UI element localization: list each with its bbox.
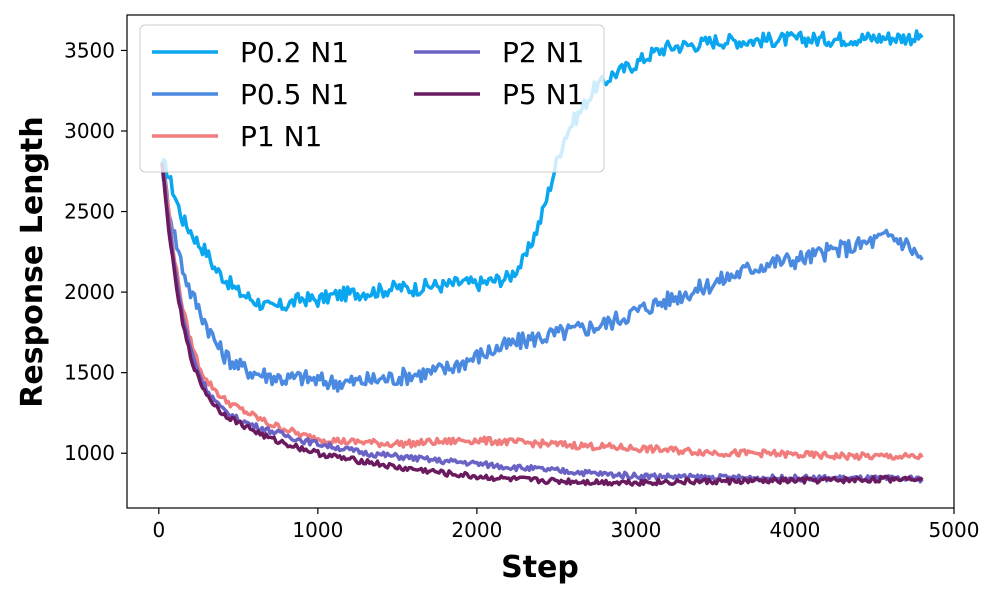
series-line-p1-n1 [160,162,924,461]
y-axis: 1000 1500 2000 2500 3000 3500 [64,38,127,465]
y-tick-label: 1500 [64,361,115,385]
legend: P0.2 N1 P0.5 N1 P1 N1 P2 N1 P5 N1 [139,24,605,173]
x-tick-label: 5000 [929,518,980,542]
x-axis: 0 1000 2000 3000 4000 5000 [152,508,979,542]
series-line-p0-5-n1 [160,163,924,393]
x-tick-label: 3000 [610,518,661,542]
x-tick-label: 2000 [451,518,502,542]
y-tick-label: 1000 [64,441,115,465]
x-axis-label: Step [501,550,579,585]
x-tick-label: 0 [152,518,165,542]
y-tick-label: 2000 [64,280,115,304]
series-line-p0-2-n1 [160,29,924,312]
legend-box [139,24,605,173]
y-axis-label: Response Length [15,116,50,407]
series-layer [160,29,924,487]
x-tick-label: 4000 [770,518,821,542]
legend-label: P0.2 N1 [240,36,349,69]
legend-label: P5 N1 [502,78,584,111]
y-tick-label: 3000 [64,119,115,143]
series-line-p5-n1 [160,163,924,487]
y-tick-label: 3500 [64,38,115,62]
legend-label: P0.5 N1 [240,78,349,111]
plot-frame [126,14,955,509]
legend-label: P2 N1 [502,36,584,69]
legend-label: P1 N1 [240,120,322,153]
x-tick-label: 1000 [292,518,343,542]
legend-items: P0.2 N1 P0.5 N1 P1 N1 P2 N1 P5 N1 [152,36,584,153]
y-tick-label: 2500 [64,200,115,224]
